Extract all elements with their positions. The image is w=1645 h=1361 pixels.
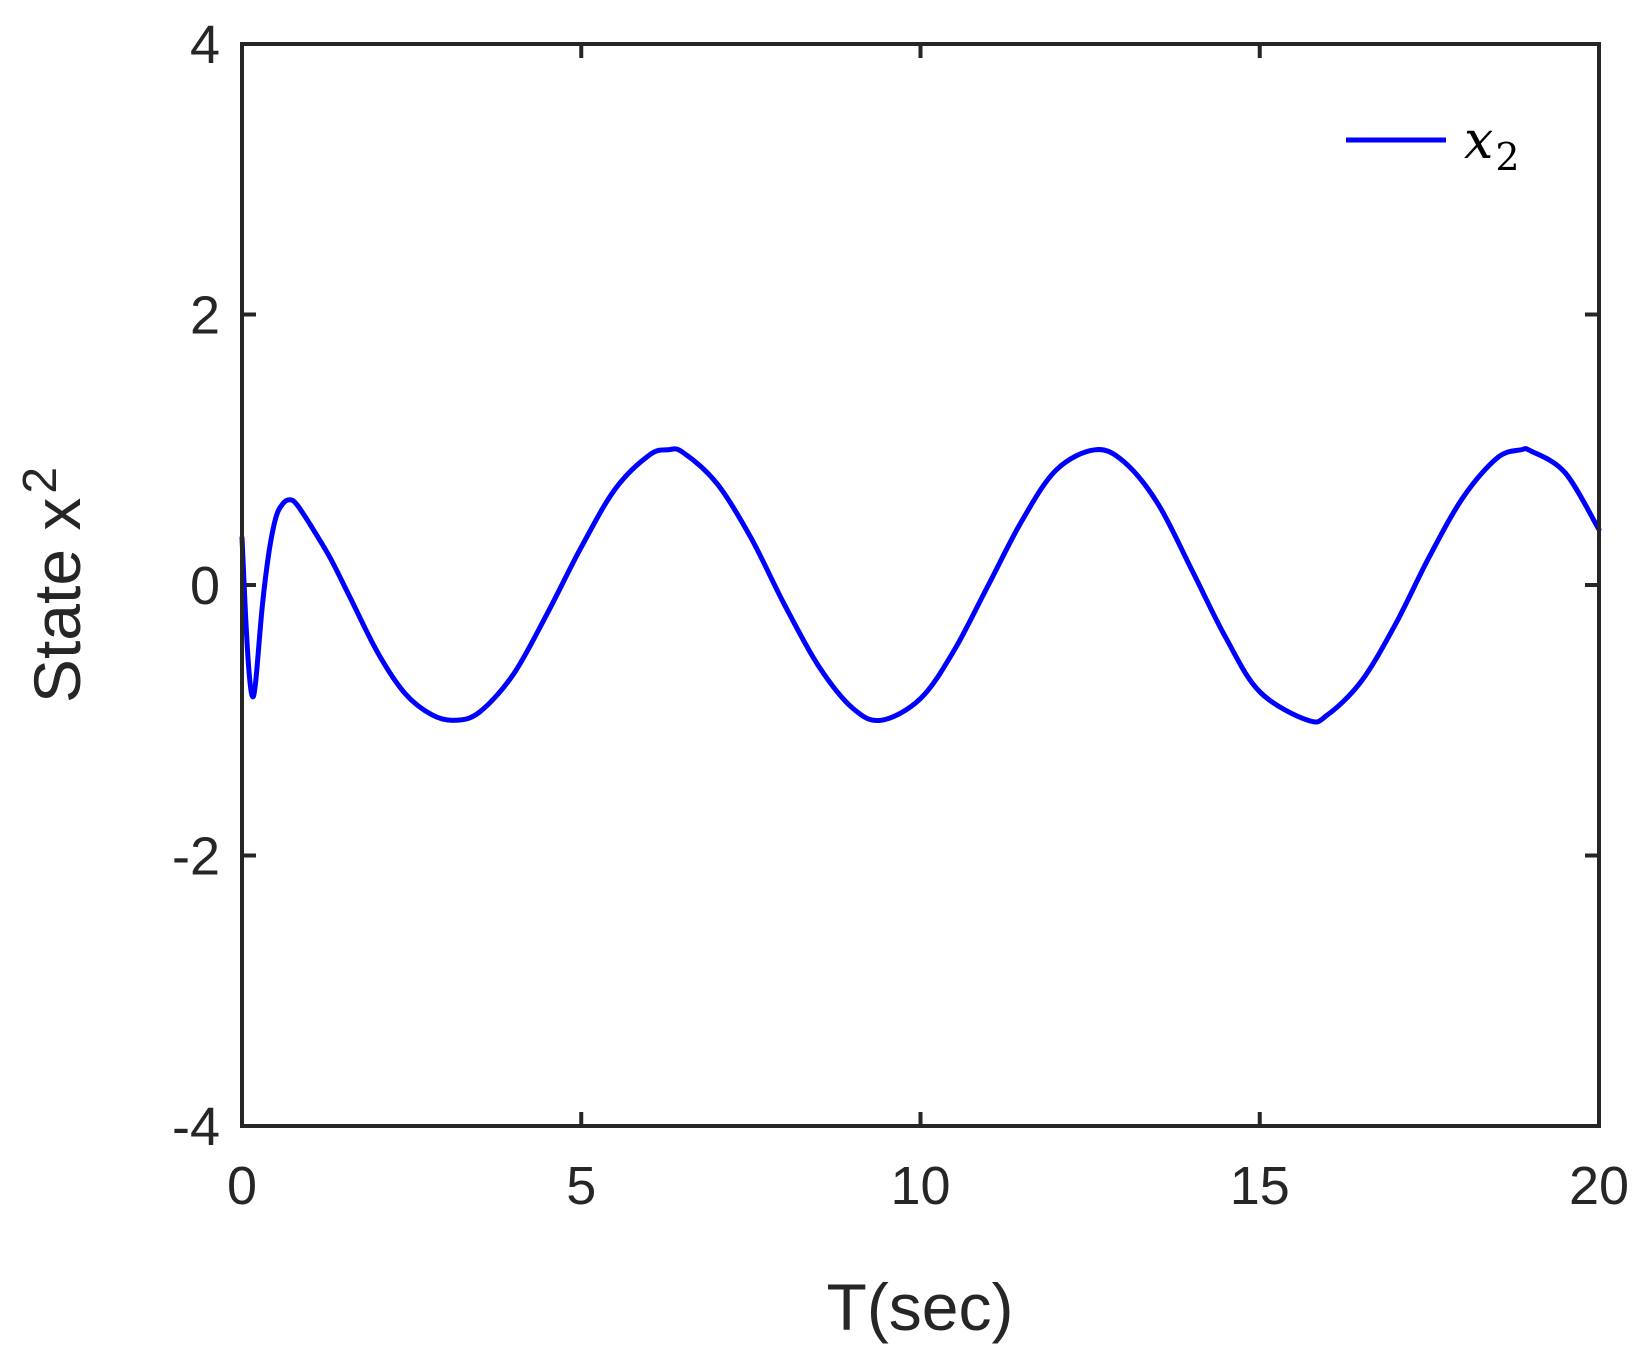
y-tick-labels: -4 -2 0 2 4 [172, 15, 220, 1157]
x-tick-label: 10 [890, 1156, 950, 1216]
x-tick-label: 20 [1569, 1156, 1629, 1216]
y-tick-label: -2 [172, 827, 220, 887]
y-tick-label: 0 [190, 556, 220, 616]
y-axis-title: State x2 [14, 467, 94, 703]
x-tick-label: 0 [227, 1156, 257, 1216]
plot-frame [240, 42, 1601, 1128]
legend: x2 [1346, 111, 1520, 179]
y-tick-label: 4 [190, 15, 220, 75]
y-tick-label: 2 [190, 286, 220, 346]
x-tick-label: 5 [566, 1156, 596, 1216]
x-tick-label: 15 [1230, 1156, 1290, 1216]
series-line-x2 [239, 446, 1602, 725]
x-axis-title: T(sec) [827, 1270, 1014, 1344]
legend-label-x2: x2 [1464, 111, 1520, 179]
y-tick-label: -4 [172, 1097, 220, 1157]
x-tick-labels: 0 5 10 15 20 [227, 1156, 1629, 1216]
